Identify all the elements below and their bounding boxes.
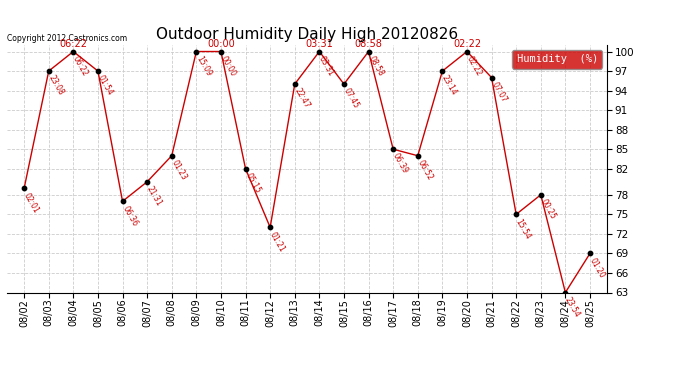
Text: 08:58: 08:58 xyxy=(355,39,382,49)
Point xyxy=(166,153,177,159)
Text: 01:54: 01:54 xyxy=(96,74,115,97)
Point xyxy=(462,48,473,54)
Point xyxy=(240,166,251,172)
Point xyxy=(388,146,399,152)
Text: 06:39: 06:39 xyxy=(391,152,410,176)
Point xyxy=(535,192,546,198)
Point xyxy=(68,48,79,54)
Point xyxy=(437,68,448,74)
Point xyxy=(584,251,595,257)
Text: 00:00: 00:00 xyxy=(219,54,237,78)
Text: 03:31: 03:31 xyxy=(306,39,333,49)
Text: 02:22: 02:22 xyxy=(465,54,483,78)
Point xyxy=(289,81,300,87)
Point xyxy=(412,153,423,159)
Point xyxy=(265,224,276,230)
Text: 22:47: 22:47 xyxy=(293,87,311,110)
Text: 06:52: 06:52 xyxy=(415,159,434,182)
Text: 02:01: 02:01 xyxy=(22,191,41,214)
Point xyxy=(191,48,202,54)
Text: 06:22: 06:22 xyxy=(59,39,88,49)
Point xyxy=(141,179,152,185)
Text: Copyright 2012 Castronics.com: Copyright 2012 Castronics.com xyxy=(7,33,127,42)
Text: 00:00: 00:00 xyxy=(207,39,235,49)
Text: 06:36: 06:36 xyxy=(120,204,139,228)
Text: 01:20: 01:20 xyxy=(588,256,607,279)
Point xyxy=(560,290,571,296)
Point xyxy=(117,198,128,204)
Text: 08:58: 08:58 xyxy=(366,54,385,78)
Text: 01:21: 01:21 xyxy=(268,230,286,254)
Text: 03:31: 03:31 xyxy=(317,54,336,78)
Text: 23:08: 23:08 xyxy=(46,74,65,97)
Point xyxy=(43,68,55,74)
Point xyxy=(338,81,349,87)
Legend: Humidity  (%): Humidity (%) xyxy=(513,50,602,69)
Point xyxy=(486,75,497,81)
Text: 07:07: 07:07 xyxy=(489,80,508,104)
Text: 05:15: 05:15 xyxy=(244,171,262,195)
Text: 15:09: 15:09 xyxy=(194,54,213,78)
Text: 15:54: 15:54 xyxy=(514,217,533,241)
Text: 01:23: 01:23 xyxy=(170,159,188,182)
Point xyxy=(92,68,104,74)
Text: 23:14: 23:14 xyxy=(440,74,459,97)
Point xyxy=(314,48,325,54)
Text: 21:31: 21:31 xyxy=(145,184,164,208)
Point xyxy=(215,48,226,54)
Title: Outdoor Humidity Daily High 20120826: Outdoor Humidity Daily High 20120826 xyxy=(156,27,458,42)
Text: 06:22: 06:22 xyxy=(71,54,90,78)
Text: 23:54: 23:54 xyxy=(563,295,582,319)
Text: 07:45: 07:45 xyxy=(342,87,360,110)
Point xyxy=(19,185,30,191)
Point xyxy=(511,211,522,217)
Point xyxy=(363,48,374,54)
Text: 02:22: 02:22 xyxy=(453,39,481,49)
Text: 00:25: 00:25 xyxy=(538,198,558,221)
